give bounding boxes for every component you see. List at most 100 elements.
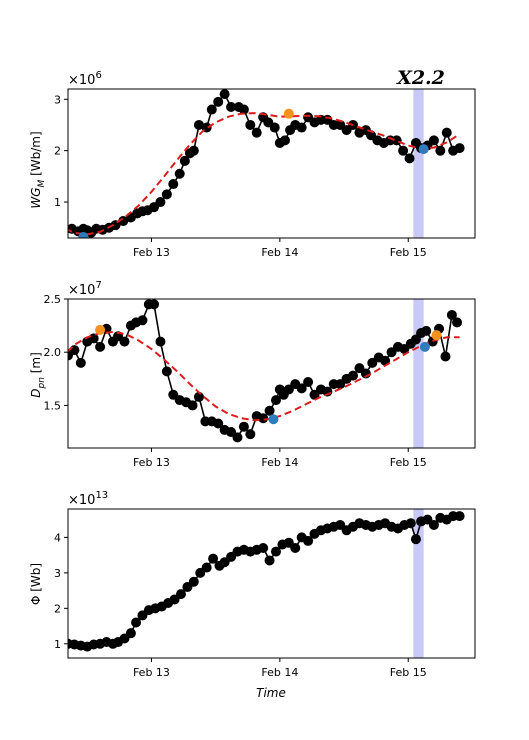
data-point [251, 127, 262, 138]
data-point [44, 640, 54, 650]
x-tick-label: Feb 15 [390, 666, 427, 679]
data-point [118, 216, 129, 227]
data-point [75, 357, 86, 368]
y-tick-label: 2 [54, 145, 61, 158]
data-point [193, 119, 204, 130]
y-tick-label: 2.5 [44, 293, 62, 306]
fit-maximum-marker [283, 108, 294, 119]
data-point [175, 589, 186, 600]
data-point [245, 429, 256, 440]
data-point [149, 299, 160, 310]
x-tick-label: Feb 13 [133, 456, 170, 469]
data-point [264, 555, 275, 566]
data-point [421, 325, 432, 336]
x-tick-label: Feb 14 [261, 246, 298, 259]
data-point [44, 222, 54, 232]
data-point [270, 395, 281, 406]
data-point [454, 143, 465, 154]
flare-band [413, 299, 424, 448]
data-point [348, 370, 359, 381]
fit-minimum-marker [419, 341, 430, 352]
y-tick-label: 3 [54, 567, 61, 580]
data-point [245, 119, 256, 130]
flare-band [413, 89, 424, 238]
data-point [270, 546, 281, 557]
observed-line [68, 92, 460, 234]
data-point [238, 421, 249, 432]
observed-line [68, 515, 460, 648]
data-point [201, 562, 212, 573]
data-point [404, 153, 415, 164]
data-point [398, 145, 409, 156]
data-point [258, 413, 269, 424]
panel-dpn: ×107 Dpn [m] 1.5 2.0 2.5 Feb 13 Feb 14 Feb 15 [29, 280, 476, 469]
y-tick-label: 1 [54, 196, 61, 209]
data-point [155, 197, 166, 208]
data-point [454, 511, 465, 522]
y-tick-label: 3 [54, 93, 61, 106]
data-point [168, 179, 179, 190]
data-point [226, 101, 237, 112]
panel-flux-multiplier: ×1013 [68, 490, 108, 508]
data-point [446, 309, 457, 320]
data-point [440, 351, 451, 362]
data-point [119, 336, 130, 347]
data-point [125, 628, 136, 639]
panel-dpn-multiplier: ×107 [68, 280, 102, 298]
x-tick-label: Feb 15 [390, 456, 427, 469]
data-point [137, 315, 148, 326]
x-tick-label: Feb 13 [133, 666, 170, 679]
data-point [95, 341, 106, 352]
data-point [44, 360, 54, 370]
data-point [53, 223, 63, 233]
data-point [258, 543, 269, 554]
data-point [193, 391, 204, 402]
axes-frame [67, 88, 476, 239]
data-point [179, 155, 190, 166]
data-point [296, 122, 307, 133]
data-point [131, 617, 142, 628]
data-point [452, 317, 463, 328]
fit-curve [68, 112, 461, 236]
data-point [410, 534, 421, 545]
panel-flux: ×1013 Φ [Wb] 1 2 3 4 Feb 13 Feb 14 Feb 15 [29, 490, 476, 679]
data-point [290, 543, 301, 554]
data-point [435, 145, 446, 156]
fit-minimum-marker [78, 231, 89, 238]
data-point [405, 518, 416, 529]
panel-wgm-multiplier: ×106 [68, 70, 102, 88]
panel-flux-ylabel: Φ [Wb] [29, 563, 43, 605]
y-tick-label: 2.0 [44, 346, 62, 359]
data-point [208, 553, 219, 564]
data-point [188, 145, 199, 156]
figure-label: X2.2 [396, 67, 445, 89]
flare-band [413, 509, 424, 658]
data-point [161, 366, 172, 377]
data-point [161, 189, 172, 200]
data-point [213, 418, 224, 429]
data-point [441, 127, 452, 138]
panel-wgm: ×106 WGM [Wb/m] 1 2 3 Feb 13 Feb 14 Feb 15 [29, 70, 476, 259]
data-point [155, 336, 166, 347]
data-point [303, 535, 314, 546]
fit-curve [68, 330, 460, 422]
y-tick-label: 1.5 [44, 399, 62, 412]
data-point [187, 400, 198, 411]
data-point [303, 377, 314, 388]
panel-dpn-ylabel: Dpn [m] [29, 352, 47, 398]
data-point [428, 135, 439, 146]
data-point [296, 383, 307, 394]
data-point [174, 168, 185, 179]
axes-frame [67, 298, 476, 449]
data-point [219, 89, 230, 100]
x-tick-label: Feb 13 [133, 246, 170, 259]
data-point [206, 104, 217, 115]
data-point [269, 122, 280, 133]
fit-maximum-marker [95, 324, 106, 335]
y-tick-label: 1 [54, 638, 61, 651]
y-tick-label: 4 [54, 531, 61, 544]
x-tick-label: Feb 15 [390, 246, 427, 259]
data-point [279, 135, 290, 146]
data-point [264, 405, 275, 416]
